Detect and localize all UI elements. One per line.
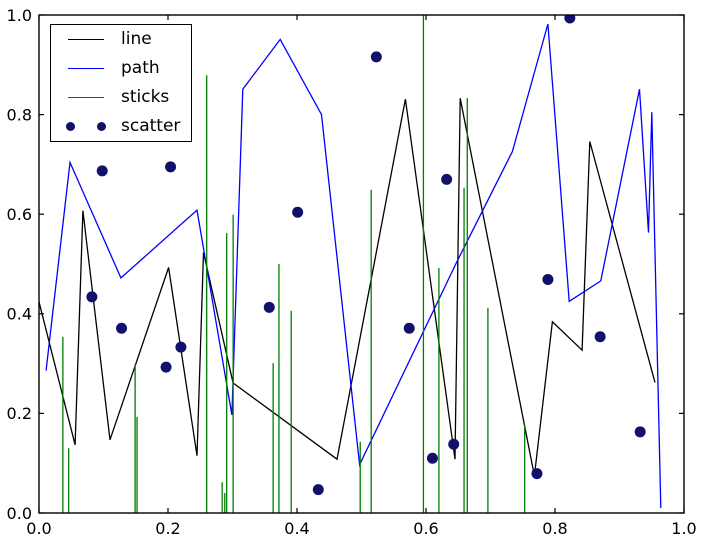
sticks-sample-icon: [63, 97, 109, 98]
y-tick-label: 0.4: [7, 305, 32, 324]
path-sample-icon: [63, 68, 109, 69]
x-tick-label: 0.8: [542, 519, 567, 538]
legend-label-scatter: scatter: [121, 116, 181, 136]
legend-entry-sticks: sticks: [51, 83, 191, 112]
legend-label-line: line: [121, 29, 152, 49]
legend: line path sticks scatter: [50, 24, 192, 142]
legend-label-sticks: sticks: [121, 87, 170, 107]
series-scatter: [86, 15, 646, 496]
y-tick-label: 1.0: [7, 6, 32, 25]
x-tick-label: 0.0: [26, 519, 51, 538]
x-tick-label: 0.4: [284, 519, 309, 538]
x-tick-label: 1.0: [671, 519, 696, 538]
legend-label-path: path: [121, 58, 160, 78]
axis-ticks: [38, 14, 685, 514]
y-tick-label: 0.2: [7, 404, 32, 423]
x-tick-label: 0.6: [413, 519, 438, 538]
y-tick-label: 0.0: [7, 504, 32, 523]
line-sample-icon: [63, 39, 109, 40]
axes-border: [38, 14, 685, 514]
scatter-sample-icon: [63, 122, 109, 131]
y-tick-label: 0.8: [7, 105, 32, 124]
series-path: [45, 23, 662, 509]
legend-entry-path: path: [51, 54, 191, 83]
x-tick-label: 0.2: [155, 519, 180, 538]
y-tick-label: 0.6: [7, 205, 32, 224]
series-line: [39, 98, 656, 476]
series-sticks: [62, 15, 526, 513]
legend-entry-line: line: [51, 25, 191, 54]
legend-entry-scatter: scatter: [51, 112, 191, 141]
